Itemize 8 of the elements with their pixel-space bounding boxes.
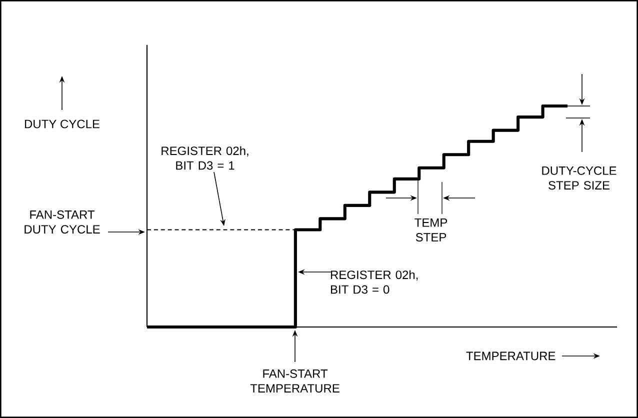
annotation: DUTY-CYCLE STEP SIZE <box>542 166 616 190</box>
y-axis-title: DUTY CYCLE <box>24 120 100 128</box>
annotation: TEMP STEP <box>414 218 448 242</box>
text: FAN-START TEMPERATURE <box>250 369 340 393</box>
annotation: REGISTER 02h, BIT D3 = 1 <box>162 146 248 170</box>
text: FAN-START DUTY CYCLE <box>24 210 100 234</box>
x-axis-title: TEMPERATURE <box>466 352 556 360</box>
annotation: REGISTER 02h, BIT D3 = 0 <box>330 270 418 294</box>
